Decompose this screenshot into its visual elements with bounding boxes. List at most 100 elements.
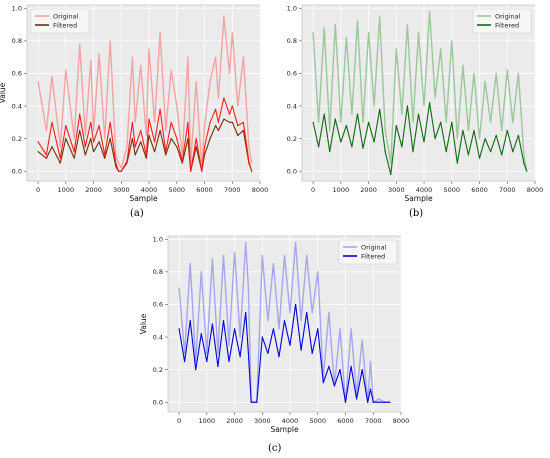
data-point xyxy=(462,129,464,132)
data-point xyxy=(79,129,81,132)
data-point xyxy=(289,311,291,314)
data-point xyxy=(200,333,202,335)
data-point xyxy=(434,97,436,99)
data-point xyxy=(379,15,381,18)
data-point xyxy=(340,141,342,143)
data-point xyxy=(209,121,211,123)
x-tick-label: 0 xyxy=(311,186,315,194)
data-point xyxy=(317,328,319,330)
data-point xyxy=(495,72,497,75)
chart-c: 0 1000 2000 3000 4000 5000 6000 7000 8000 0.0 0.2 0… xyxy=(139,236,409,434)
data-point xyxy=(389,401,391,403)
data-point xyxy=(490,121,492,123)
x-tick-label: 1000 xyxy=(58,186,75,194)
data-point xyxy=(228,72,231,75)
data-point xyxy=(45,129,48,132)
data-point xyxy=(228,113,231,115)
data-point xyxy=(98,53,100,55)
data-point xyxy=(334,23,336,26)
data-point xyxy=(65,124,67,127)
data-point xyxy=(37,151,39,153)
data-point xyxy=(361,369,363,371)
data-point xyxy=(440,121,442,123)
data-point xyxy=(412,121,414,123)
x-tick-label: 0 xyxy=(36,186,40,194)
data-point xyxy=(104,154,106,156)
data-point xyxy=(526,170,528,172)
data-point xyxy=(92,129,95,132)
data-point xyxy=(170,69,172,71)
data-point xyxy=(406,23,409,26)
data-point xyxy=(328,365,330,367)
data-point xyxy=(484,80,486,83)
data-point xyxy=(184,352,186,354)
data-point xyxy=(333,385,336,387)
data-point xyxy=(59,146,61,148)
data-point xyxy=(203,124,206,127)
data-point xyxy=(506,129,508,132)
data-point xyxy=(417,32,420,34)
data-point xyxy=(283,320,286,322)
series-line-original xyxy=(312,10,528,172)
x-tick-label: 5000 xyxy=(310,417,327,425)
data-point xyxy=(379,108,381,110)
data-point xyxy=(189,320,191,322)
data-point xyxy=(372,401,374,403)
data-point xyxy=(131,121,134,123)
y-tick-label: 0.8 xyxy=(12,37,22,45)
data-point xyxy=(517,134,519,136)
data-point xyxy=(195,80,197,83)
data-point xyxy=(115,162,117,164)
data-point xyxy=(200,271,202,273)
data-point xyxy=(131,138,134,140)
x-tick-label: 5000 xyxy=(444,186,461,194)
data-point xyxy=(306,254,308,257)
data-point xyxy=(245,311,247,314)
data-point xyxy=(312,121,314,123)
data-point xyxy=(272,328,275,330)
data-point xyxy=(395,124,397,127)
data-point xyxy=(367,121,370,123)
y-tick-label: 0.2 xyxy=(12,135,22,143)
data-point xyxy=(176,146,178,148)
data-point xyxy=(462,64,464,66)
data-point xyxy=(322,382,324,384)
data-point xyxy=(467,154,470,156)
data-point xyxy=(369,360,372,363)
data-point xyxy=(356,398,358,400)
data-point xyxy=(484,138,486,140)
data-point xyxy=(145,134,147,136)
data-point xyxy=(294,303,297,306)
data-point xyxy=(176,105,178,107)
data-point xyxy=(231,32,233,34)
data-point xyxy=(148,48,150,50)
data-point xyxy=(523,154,525,156)
data-point xyxy=(384,151,386,153)
data-point xyxy=(170,121,172,123)
data-point xyxy=(222,320,225,322)
data-point xyxy=(237,124,239,127)
data-point xyxy=(117,170,120,172)
legend-label: Original xyxy=(53,12,79,20)
data-point xyxy=(373,141,375,143)
data-point xyxy=(211,323,213,325)
x-tick-label: 6000 xyxy=(337,417,354,425)
y-tick-label: 0.4 xyxy=(287,102,297,110)
data-point xyxy=(92,141,95,143)
y-tick-label: 0.0 xyxy=(12,168,22,176)
data-point xyxy=(300,349,302,351)
data-point xyxy=(233,251,236,253)
data-point xyxy=(131,56,134,58)
legend-box xyxy=(472,8,532,34)
x-axis-label: Sample xyxy=(129,194,158,203)
data-point xyxy=(242,56,244,58)
data-point xyxy=(248,146,250,148)
data-point xyxy=(153,141,156,143)
data-point xyxy=(283,254,286,257)
series-line-filtered xyxy=(178,303,390,403)
x-tick-label: 2000 xyxy=(226,417,243,425)
data-point xyxy=(134,154,136,156)
data-point xyxy=(187,56,189,58)
